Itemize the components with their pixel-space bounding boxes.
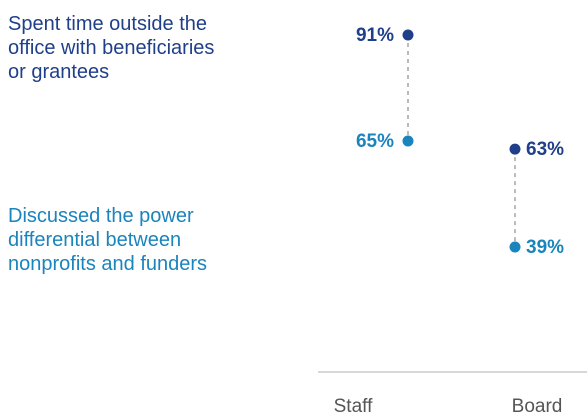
data-label: 39% (526, 237, 564, 258)
x-tick-label: Staff (334, 396, 373, 417)
data-label: 91% (356, 25, 394, 46)
data-point (510, 144, 521, 155)
data-point (403, 136, 414, 147)
data-point (403, 30, 414, 41)
data-label: 65% (356, 131, 394, 152)
x-tick-label: Board (512, 396, 563, 417)
data-label: 63% (526, 139, 564, 160)
data-point (510, 242, 521, 253)
